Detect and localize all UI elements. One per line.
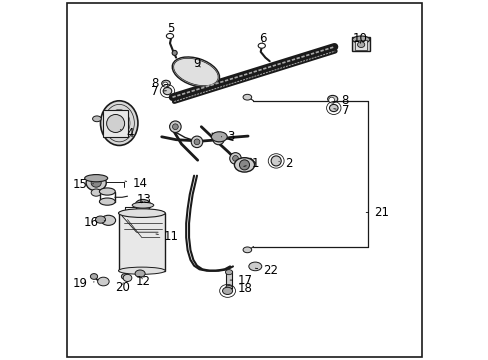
Bar — [118, 213, 165, 271]
Ellipse shape — [173, 58, 218, 86]
Ellipse shape — [225, 285, 232, 291]
Ellipse shape — [352, 36, 369, 43]
Ellipse shape — [172, 50, 177, 55]
Ellipse shape — [92, 116, 101, 122]
Ellipse shape — [225, 270, 232, 275]
Ellipse shape — [135, 199, 151, 211]
Text: 13: 13 — [136, 193, 151, 206]
Ellipse shape — [91, 179, 101, 187]
Ellipse shape — [163, 82, 167, 87]
Ellipse shape — [91, 189, 101, 196]
Text: 8: 8 — [151, 77, 167, 90]
Ellipse shape — [99, 198, 115, 205]
Ellipse shape — [118, 209, 165, 217]
Ellipse shape — [84, 175, 107, 182]
Ellipse shape — [162, 80, 170, 87]
Ellipse shape — [239, 160, 249, 170]
Text: 5: 5 — [167, 22, 174, 35]
Bar — [355, 40, 366, 50]
Ellipse shape — [99, 188, 115, 195]
Ellipse shape — [270, 156, 281, 166]
Ellipse shape — [215, 136, 221, 142]
Ellipse shape — [113, 115, 125, 131]
Ellipse shape — [327, 95, 337, 103]
Ellipse shape — [234, 158, 254, 172]
Text: 1: 1 — [244, 157, 259, 170]
Text: 22: 22 — [255, 264, 278, 277]
Ellipse shape — [118, 267, 165, 274]
Ellipse shape — [194, 139, 200, 145]
Ellipse shape — [191, 136, 203, 148]
Text: 12: 12 — [135, 275, 150, 288]
Ellipse shape — [98, 277, 109, 286]
Ellipse shape — [229, 153, 241, 164]
Ellipse shape — [95, 216, 105, 223]
Text: 2: 2 — [278, 157, 292, 170]
Ellipse shape — [172, 57, 219, 87]
Bar — [225, 271, 232, 288]
Ellipse shape — [90, 274, 98, 279]
Text: 8: 8 — [333, 94, 348, 107]
Bar — [352, 37, 369, 51]
Ellipse shape — [163, 87, 171, 95]
Text: 3: 3 — [221, 130, 234, 143]
Ellipse shape — [101, 101, 138, 145]
Text: 18: 18 — [231, 282, 252, 295]
Text: 14: 14 — [125, 177, 147, 190]
Ellipse shape — [328, 97, 334, 103]
Ellipse shape — [123, 274, 132, 282]
Text: 10: 10 — [352, 32, 367, 45]
Text: 6: 6 — [258, 32, 265, 45]
Text: 7: 7 — [333, 104, 348, 117]
Text: 7: 7 — [150, 85, 166, 98]
Text: 15: 15 — [72, 178, 93, 191]
Text: 19: 19 — [73, 277, 94, 290]
Text: 16: 16 — [83, 216, 105, 229]
Ellipse shape — [106, 114, 124, 132]
Text: 4: 4 — [120, 127, 134, 140]
Ellipse shape — [86, 175, 106, 191]
Ellipse shape — [243, 94, 251, 100]
Ellipse shape — [135, 270, 145, 277]
Ellipse shape — [232, 156, 238, 161]
Ellipse shape — [243, 247, 251, 253]
Text: 20: 20 — [114, 281, 129, 294]
Ellipse shape — [258, 43, 265, 48]
Ellipse shape — [166, 33, 173, 39]
Ellipse shape — [222, 287, 232, 294]
Ellipse shape — [172, 124, 178, 130]
Ellipse shape — [248, 262, 261, 271]
Text: 9: 9 — [193, 57, 200, 69]
Bar — [103, 110, 127, 137]
Ellipse shape — [357, 42, 364, 48]
Ellipse shape — [169, 121, 181, 132]
Ellipse shape — [211, 132, 227, 142]
Text: 21: 21 — [366, 206, 388, 219]
Ellipse shape — [212, 133, 224, 145]
Ellipse shape — [329, 104, 337, 112]
Ellipse shape — [132, 202, 153, 208]
Text: 17: 17 — [230, 274, 252, 287]
Ellipse shape — [121, 274, 128, 279]
Ellipse shape — [101, 215, 115, 225]
Text: 11: 11 — [156, 230, 179, 243]
